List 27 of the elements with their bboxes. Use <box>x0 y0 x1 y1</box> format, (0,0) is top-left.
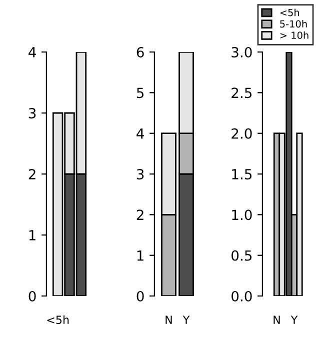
x-tick-label: N <box>274 316 280 324</box>
y-tick-label: 2.5 <box>232 88 252 98</box>
x-tick-label: N <box>166 316 172 324</box>
y-tick-label: 2.0 <box>232 128 252 139</box>
y-tick-label: 4 <box>136 128 144 139</box>
y-tick-label: 5 <box>136 88 144 98</box>
legend-label: > 10h <box>280 31 308 39</box>
y-tick-label: 0 <box>28 290 36 302</box>
legend-label: 5-10h <box>280 20 307 28</box>
y-tick-label: 4 <box>28 47 36 58</box>
x-tick-label: <5h <box>47 315 69 324</box>
y-tick-label: 1.0 <box>232 210 252 220</box>
x-tick-label: Y <box>290 316 298 324</box>
y-tick-label: 0.5 <box>232 250 252 261</box>
y-tick-label: 1 <box>137 250 144 261</box>
x-tick-label: Y <box>182 316 190 324</box>
y-tick-label: 0.0 <box>232 290 252 302</box>
y-tick-label: 2 <box>28 168 36 180</box>
y-tick-label: 3 <box>28 108 36 118</box>
y-tick-label: 0 <box>136 290 144 302</box>
y-tick-label: 6 <box>136 46 144 58</box>
y-tick-label: 3.0 <box>232 46 252 58</box>
y-tick-label: 3 <box>136 168 144 180</box>
y-tick-label: 1 <box>29 230 36 240</box>
legend-label: <5h <box>280 8 300 16</box>
y-tick-label: 2 <box>136 210 144 220</box>
y-tick-label: 1.5 <box>232 169 252 180</box>
